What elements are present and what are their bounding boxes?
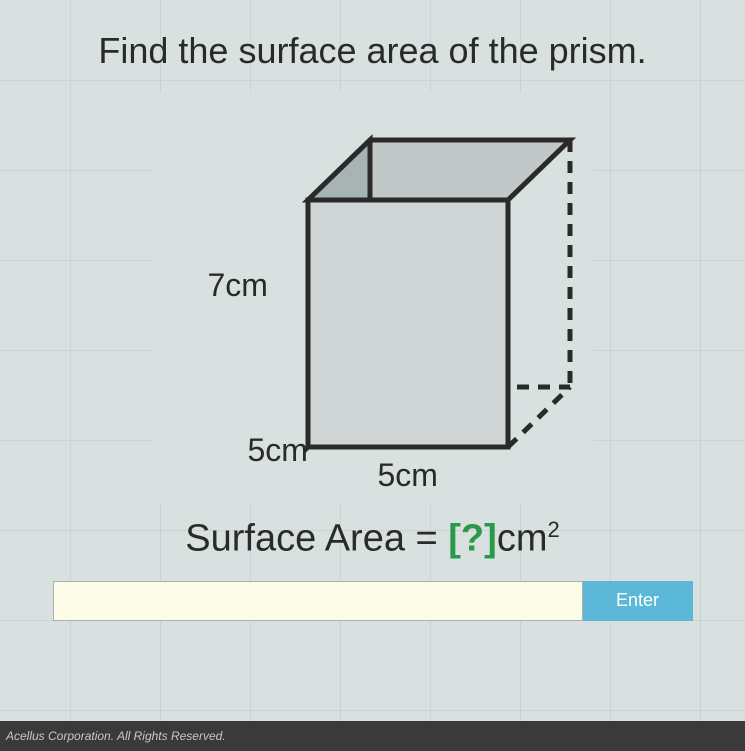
answer-input[interactable]	[53, 581, 583, 621]
formula-prefix: Surface Area =	[185, 518, 448, 560]
prism-figure: 7cm 5cm 5cm	[153, 92, 593, 507]
footer-bar: Acellus Corporation. All Rights Reserved…	[0, 721, 745, 751]
enter-button[interactable]: Enter	[583, 581, 693, 621]
height-label: 7cm	[208, 267, 268, 304]
question-text: Find the surface area of the prism.	[0, 30, 745, 72]
formula-line: Surface Area = [?]cm2	[0, 517, 745, 561]
width-label: 5cm	[378, 457, 438, 494]
formula-exponent: 2	[547, 517, 559, 542]
depth-label: 5cm	[248, 432, 308, 469]
answer-row: Enter	[53, 581, 693, 621]
formula-unit: cm	[497, 518, 548, 560]
content-area: Find the surface area of the prism.	[0, 0, 745, 621]
answer-placeholder: [?]	[448, 518, 497, 560]
footer-text: Acellus Corporation. All Rights Reserved…	[6, 729, 226, 743]
